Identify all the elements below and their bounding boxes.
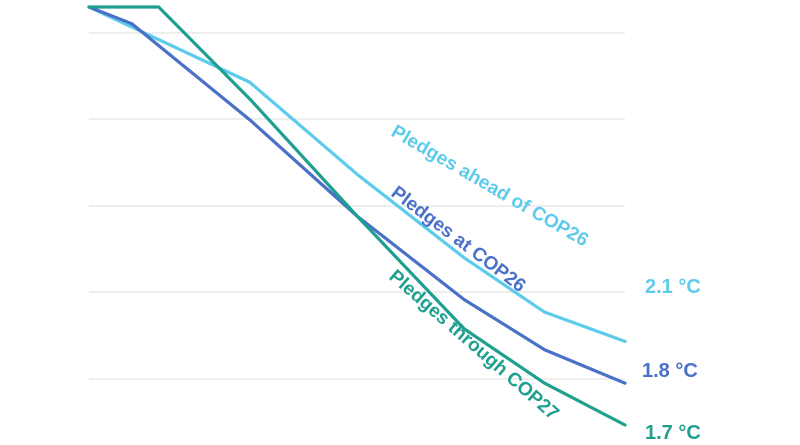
- gridlines: [89, 32, 625, 380]
- series-line-pledges-at-cop26: [87, 5, 627, 385]
- end-value-label-pledges-ahead-of-cop26: 2.1 °C: [645, 276, 701, 298]
- series-line-pledges-through-cop27: [87, 5, 627, 427]
- end-value-label-pledges-at-cop26: 1.8 °C: [642, 360, 698, 382]
- series-label-pledges-ahead-of-cop26: Pledges ahead of COP26: [388, 121, 592, 251]
- series-lines: [87, 5, 627, 427]
- series-line-pledges-ahead-of-cop26: [87, 5, 627, 343]
- end-value-label-pledges-through-cop27: 1.7 °C: [645, 422, 701, 444]
